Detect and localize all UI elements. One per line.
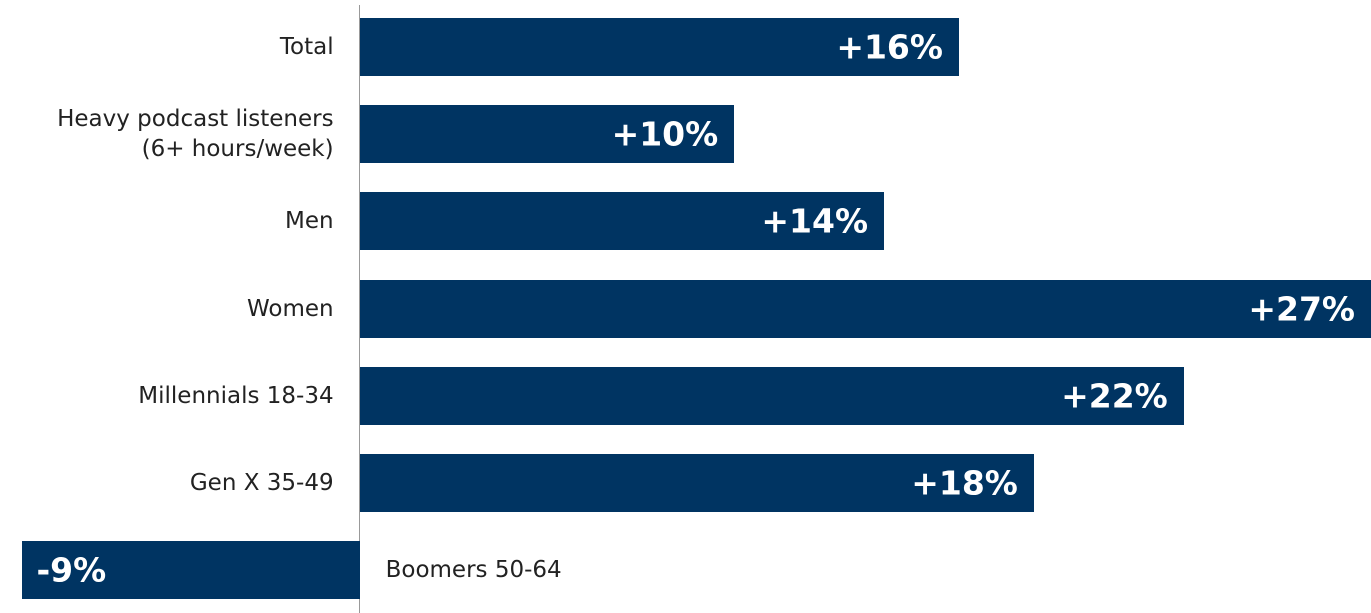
bar — [22, 541, 360, 600]
bar — [359, 18, 959, 76]
bar — [359, 105, 735, 164]
value-label: +16% — [836, 27, 943, 67]
category-label: Boomers 50-64 — [385, 557, 562, 584]
value-label: +22% — [1061, 376, 1168, 416]
value-label: +27% — [1248, 289, 1355, 329]
bar — [359, 279, 1371, 338]
value-label: +18% — [911, 463, 1018, 503]
value-label: -9% — [36, 550, 107, 590]
axis-line — [358, 5, 361, 613]
category-label: Men — [285, 208, 334, 235]
value-label: +10% — [611, 114, 719, 154]
value-label: +14% — [761, 201, 869, 241]
bar — [359, 454, 1034, 512]
category-label: Gen X 35-49 — [189, 470, 334, 496]
category-label: Millennials 18-34 — [138, 382, 334, 409]
category-label: Heavy podcast listeners (6+ hours/week) — [57, 106, 334, 163]
bar — [359, 192, 885, 251]
category-label: Women — [247, 295, 334, 322]
category-label: Total — [279, 34, 334, 60]
bar — [359, 366, 1184, 425]
